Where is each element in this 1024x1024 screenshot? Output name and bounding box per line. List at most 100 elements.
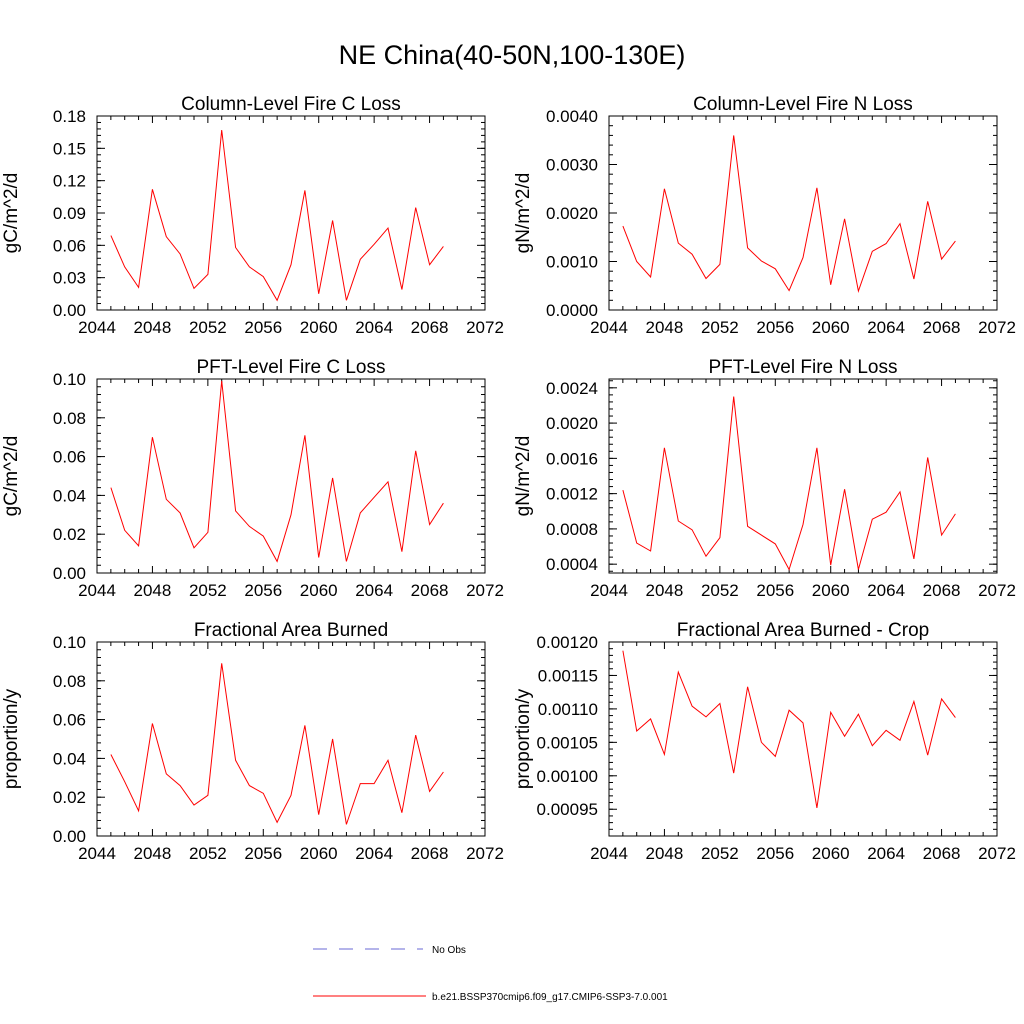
chart-panel: Column-Level Fire C Loss 2044 2048 2052 2056… (1, 94, 504, 337)
x-tick-label: 2056 (756, 844, 794, 863)
y-tick-label: 0.08 (53, 672, 86, 691)
x-tick-label: 2072 (466, 581, 504, 600)
chart-panel: Fractional Area Burned - Crop 2044 2048 205… (513, 620, 1016, 863)
panel-title: PFT-Level Fire C Loss (197, 357, 386, 378)
panel-title: Fractional Area Burned - Crop (677, 620, 929, 641)
x-tick-label: 2044 (590, 318, 628, 337)
x-tick-label: 2048 (134, 318, 172, 337)
x-tick-label: 2048 (134, 844, 172, 863)
y-tick-label: 0.00 (53, 301, 86, 320)
x-tick-label: 2072 (466, 318, 504, 337)
series-line (622, 650, 956, 808)
x-tick-label: 2044 (590, 844, 628, 863)
y-tick-label: 0.0012 (546, 485, 598, 504)
y-tick-label: 0.00095 (537, 800, 598, 819)
y-tick-label: 0.0016 (546, 449, 598, 468)
y-tick-label: 0.02 (53, 788, 86, 807)
panel-title: Column-Level Fire C Loss (181, 94, 401, 115)
x-tick-label: 2052 (701, 318, 739, 337)
x-tick-label: 2052 (189, 318, 227, 337)
x-tick-label: 2064 (867, 318, 905, 337)
x-tick-label: 2056 (756, 581, 794, 600)
series-line (622, 396, 956, 571)
y-tick-label: 0.03 (53, 269, 86, 288)
y-tick-label: 0.0040 (546, 107, 598, 126)
y-tick-label: 0.00120 (537, 633, 598, 652)
x-tick-label: 2060 (812, 318, 850, 337)
y-tick-label: 0.08 (53, 409, 86, 428)
chart-panel: PFT-Level Fire N Loss 2044 2048 2052 2056 206… (513, 357, 1016, 600)
x-tick-label: 2048 (646, 844, 684, 863)
legend: No Obs b.e21.BSSP370cmip6.f09_g17.CMIP6-… (313, 945, 668, 1003)
x-tick-label: 2068 (411, 581, 449, 600)
y-axis-label: gN/m^2/d (513, 436, 534, 517)
x-tick-label: 2056 (244, 318, 282, 337)
y-tick-label: 0.0004 (546, 555, 598, 574)
panel-title: PFT-Level Fire N Loss (709, 357, 898, 378)
y-tick-label: 0.00105 (537, 733, 598, 752)
x-tick-label: 2044 (590, 581, 628, 600)
y-tick-label: 0.0010 (546, 253, 598, 272)
series-line (110, 663, 444, 825)
y-axis-label: gC/m^2/d (1, 436, 22, 517)
x-tick-label: 2072 (978, 318, 1016, 337)
x-tick-label: 2056 (756, 318, 794, 337)
y-axis-label: proportion/y (513, 688, 534, 789)
y-tick-label: 0.02 (53, 525, 86, 544)
x-tick-label: 2072 (466, 844, 504, 863)
x-tick-label: 2068 (411, 844, 449, 863)
legend-obs-label: No Obs (432, 945, 466, 956)
series-line (110, 380, 444, 563)
panels: Column-Level Fire C Loss 2044 2048 2052 2056… (1, 94, 1016, 863)
x-tick-label: 2064 (867, 844, 905, 863)
y-tick-label: 0.10 (53, 633, 86, 652)
legend-model-label: b.e21.BSSP370cmip6.f09_g17.CMIP6-SSP3-7.… (432, 992, 668, 1003)
y-tick-label: 0.18 (53, 107, 86, 126)
x-tick-label: 2048 (646, 581, 684, 600)
x-tick-label: 2060 (300, 844, 338, 863)
y-axis-label: gC/m^2/d (1, 173, 22, 254)
y-axis-label: proportion/y (1, 688, 22, 789)
x-tick-label: 2068 (923, 318, 961, 337)
x-tick-label: 2060 (300, 318, 338, 337)
y-tick-label: 0.09 (53, 204, 86, 223)
series-line (622, 135, 956, 294)
panel-title: Column-Level Fire N Loss (693, 94, 913, 115)
x-tick-label: 2064 (355, 844, 393, 863)
y-tick-label: 0.15 (53, 139, 86, 158)
y-tick-label: 0.10 (53, 370, 86, 389)
x-tick-label: 2052 (701, 581, 739, 600)
x-tick-label: 2060 (300, 581, 338, 600)
x-tick-label: 2056 (244, 581, 282, 600)
x-tick-label: 2044 (78, 844, 116, 863)
x-tick-label: 2048 (134, 581, 172, 600)
x-tick-label: 2068 (923, 581, 961, 600)
x-tick-label: 2052 (189, 581, 227, 600)
series-line (110, 129, 444, 302)
chart-panel: Column-Level Fire N Loss 2044 2048 2052 2056… (513, 94, 1016, 337)
panel-title: Fractional Area Burned (194, 620, 388, 641)
y-tick-label: 0.06 (53, 236, 86, 255)
y-tick-label: 0.06 (53, 448, 86, 467)
y-tick-label: 0.04 (53, 486, 86, 505)
y-tick-label: 0.0020 (546, 204, 598, 223)
y-axis-label: gN/m^2/d (513, 173, 534, 254)
chart-panel: PFT-Level Fire C Loss 2044 2048 2052 2056 206… (1, 357, 504, 600)
y-tick-label: 0.00110 (538, 700, 598, 719)
y-tick-label: 0.00100 (537, 767, 598, 786)
x-tick-label: 2060 (812, 581, 850, 600)
x-tick-label: 2072 (978, 581, 1016, 600)
x-tick-label: 2064 (867, 581, 905, 600)
x-tick-label: 2064 (355, 318, 393, 337)
x-tick-label: 2064 (355, 581, 393, 600)
x-tick-label: 2044 (78, 581, 116, 600)
y-tick-label: 0.06 (53, 711, 86, 730)
x-tick-label: 2044 (78, 318, 116, 337)
x-tick-label: 2052 (701, 844, 739, 863)
y-tick-label: 0.0020 (546, 414, 598, 433)
x-tick-label: 2072 (978, 844, 1016, 863)
y-tick-label: 0.04 (53, 749, 86, 768)
x-tick-label: 2052 (189, 844, 227, 863)
y-tick-label: 0.00115 (538, 666, 598, 685)
